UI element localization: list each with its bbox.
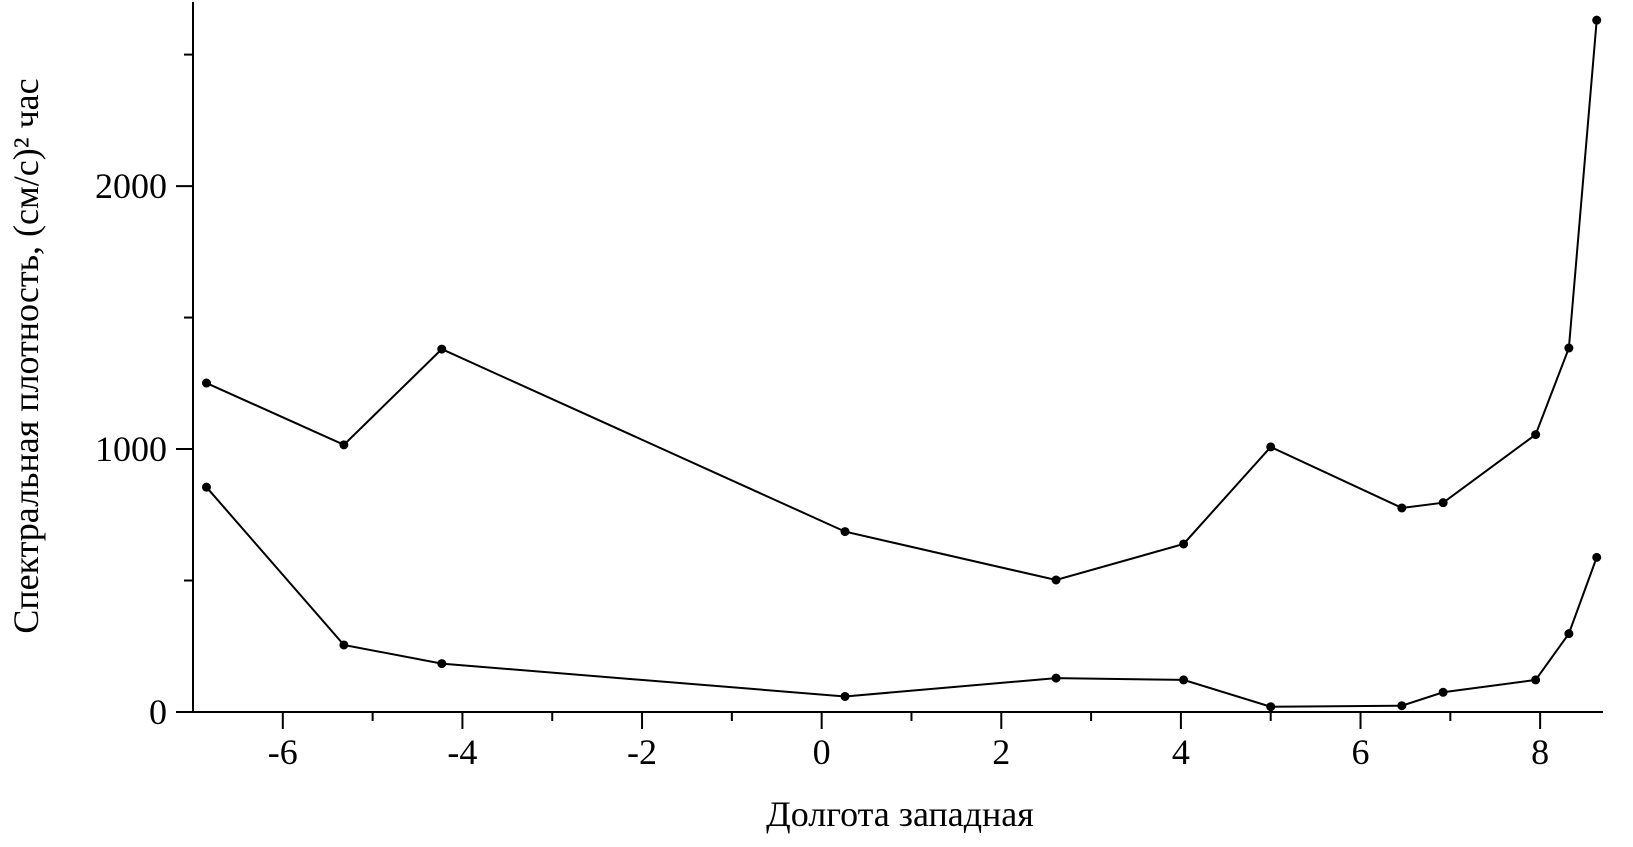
y-tick-label: 0: [149, 692, 167, 732]
data-point: [437, 659, 447, 669]
x-tick-label: -6: [268, 732, 298, 772]
x-tick-label: 8: [1531, 732, 1549, 772]
data-point: [201, 482, 211, 492]
data-point: [1438, 498, 1448, 508]
data-point: [339, 440, 349, 450]
y-tick-label: 2000: [95, 166, 167, 206]
data-point: [1592, 552, 1602, 562]
x-tick-label: -4: [447, 732, 477, 772]
data-point: [1051, 575, 1061, 585]
data-point: [1438, 687, 1448, 697]
data-point: [1397, 701, 1407, 711]
data-point: [339, 640, 349, 650]
data-point: [1564, 629, 1574, 639]
x-tick-label: 4: [1172, 732, 1190, 772]
data-point: [1397, 503, 1407, 513]
x-tick-label: 0: [813, 732, 831, 772]
data-point: [1266, 702, 1276, 712]
x-tick-label: 6: [1352, 732, 1370, 772]
data-point: [1531, 430, 1541, 440]
data-point: [201, 378, 211, 388]
x-tick-label: -2: [627, 732, 657, 772]
x-tick-label: 2: [992, 732, 1010, 772]
series-line: [206, 20, 1598, 582]
data-point: [1051, 673, 1061, 683]
data-point: [1179, 675, 1189, 685]
y-tick-label: 1000: [95, 429, 167, 469]
data-point: [1531, 675, 1541, 685]
y-axis-label: Спектральная плотность, (см/с)² час: [6, 78, 46, 633]
data-point: [1592, 15, 1602, 25]
data-point: [437, 344, 447, 354]
data-point: [1179, 539, 1189, 549]
data-point: [1564, 343, 1574, 353]
x-axis-label: Долгота западная: [766, 794, 1034, 834]
series-line: [205, 486, 1598, 708]
data-point: [840, 527, 850, 537]
data-point: [840, 691, 850, 701]
data-point: [1266, 442, 1276, 452]
